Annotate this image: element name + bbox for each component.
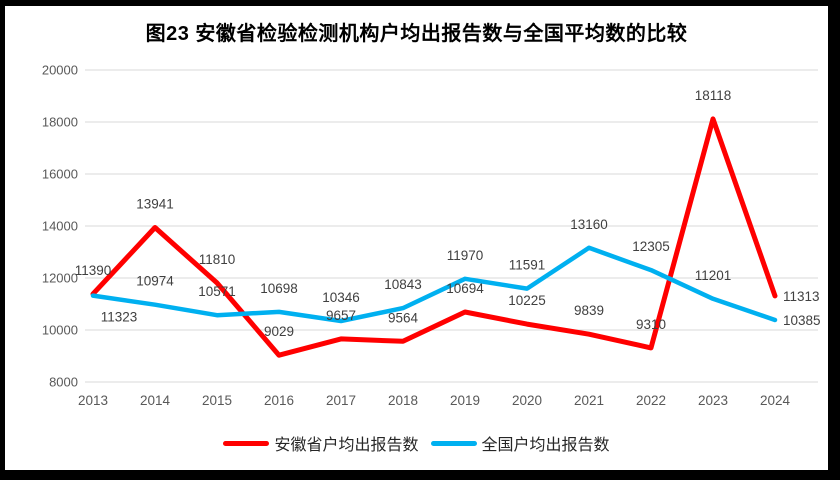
series-line-0 [90,116,778,358]
data-label: 11390 [75,263,112,278]
y-axis-tick-label: 16000 [42,167,78,182]
y-axis-tick-label: 18000 [42,115,78,130]
data-label: 9657 [326,308,356,323]
data-label: 11591 [509,258,546,273]
x-axis-tick-label: 2013 [78,393,108,408]
data-label: 10385 [783,313,821,328]
data-label: 9564 [388,310,419,325]
data-label: 11313 [783,289,820,304]
x-axis-tick-label: 2024 [760,393,791,408]
legend-item-1: 全国户均出报告数 [430,431,610,455]
data-label: 11970 [447,248,484,263]
data-label: 9839 [574,303,604,318]
y-axis-tick-label: 10000 [42,323,78,338]
x-axis-tick-label: 2015 [202,393,232,408]
data-label: 10571 [198,284,236,299]
x-axis-tick-label: 2017 [326,393,356,408]
legend-item-0: 安徽省户均出报告数 [223,431,419,455]
y-axis-tick-label: 20000 [42,63,78,78]
data-label: 12305 [632,239,670,254]
y-axis-tick-label: 12000 [42,271,78,286]
x-axis-tick-label: 2020 [512,393,542,408]
data-label: 10974 [136,274,174,289]
data-label: 9029 [264,324,294,339]
x-axis-tick-label: 2018 [388,393,418,408]
y-axis-tick-label: 14000 [42,219,78,234]
data-label: 11810 [199,252,236,267]
y-axis-tick-label: 8000 [49,375,78,390]
data-label: 10843 [384,277,422,292]
data-label: 10698 [260,281,298,296]
data-label: 11323 [101,310,138,325]
data-label: 13941 [136,197,174,212]
data-label: 10225 [508,293,546,308]
legend-label: 全国户均出报告数 [481,437,610,454]
legend-label: 安徽省户均出报告数 [274,437,419,454]
data-label: 13160 [570,217,608,232]
data-label: 9310 [636,317,666,332]
x-axis-tick-label: 2014 [140,393,171,408]
legend-line-swatch [430,440,477,446]
x-axis-tick-label: 2016 [264,393,294,408]
legend-line-swatch [223,440,270,446]
x-axis-tick-label: 2019 [450,393,480,408]
chart-legend: 安徽省户均出报告数 全国户均出报告数 [5,430,828,456]
x-axis-tick-label: 2021 [574,393,604,408]
data-label: 11201 [695,268,732,283]
series-line-1 [90,245,778,324]
data-label: 10694 [446,281,484,296]
line-chart-plot-area: 8000 10000 12000 14000 16000 18000 20000 2013 20… [42,63,821,409]
x-axis-tick-label: 2023 [698,393,728,408]
x-axis-tick-label: 2022 [636,393,666,408]
data-label: 10346 [322,290,360,305]
data-label: 18118 [695,88,732,103]
chart-title: 图23 安徽省检验检测机构户均出报告数与全国平均数的比较 [145,23,688,45]
